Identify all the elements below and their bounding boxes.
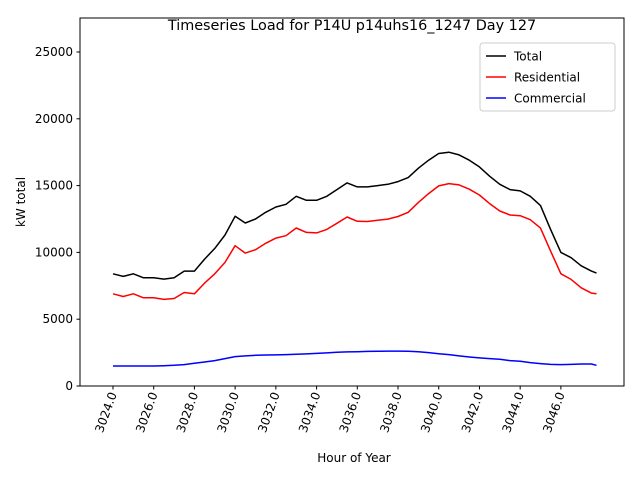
y-axis-label: kW total xyxy=(14,177,28,227)
x-tick-label: 3034.0 xyxy=(296,390,324,434)
y-tick-label: 10000 xyxy=(35,245,73,259)
x-tick-label: 3038.0 xyxy=(377,390,405,434)
x-tick-label: 3044.0 xyxy=(499,390,527,434)
y-tick-label: 15000 xyxy=(35,179,73,193)
series-line-commercial xyxy=(113,350,597,367)
y-tick-label: 25000 xyxy=(35,45,73,59)
x-tick-label: 3026.0 xyxy=(133,390,161,434)
legend-label-residential: Residential xyxy=(514,71,580,85)
legend-label-total: Total xyxy=(513,50,542,64)
x-tick-label: 3042.0 xyxy=(459,390,487,434)
legend: Total Residential Commercial xyxy=(479,42,616,112)
x-tick-label: 3024.0 xyxy=(92,390,120,434)
series-line-residential xyxy=(112,182,597,301)
y-tick-label: 20000 xyxy=(35,112,73,126)
x-tick-label: 3040.0 xyxy=(418,390,446,434)
legend-frame xyxy=(479,42,616,112)
chart-title: Timeseries Load for P14U p14uhs16_1247 D… xyxy=(167,18,536,34)
plot-frame xyxy=(79,17,625,387)
x-axis-label: Hour of Year xyxy=(317,451,391,465)
series-line-total xyxy=(112,151,597,280)
x-tick-label: 3028.0 xyxy=(174,390,202,434)
x-tick-label: 3036.0 xyxy=(337,390,365,434)
x-tick-label: 3032.0 xyxy=(255,390,283,434)
x-tick-label: 3046.0 xyxy=(540,390,568,434)
legend-label-commercial: Commercial xyxy=(514,92,586,106)
y-tick-label: 5000 xyxy=(42,312,73,326)
x-tick-label: 3030.0 xyxy=(214,390,242,434)
y-tick-label: 0 xyxy=(65,379,73,393)
